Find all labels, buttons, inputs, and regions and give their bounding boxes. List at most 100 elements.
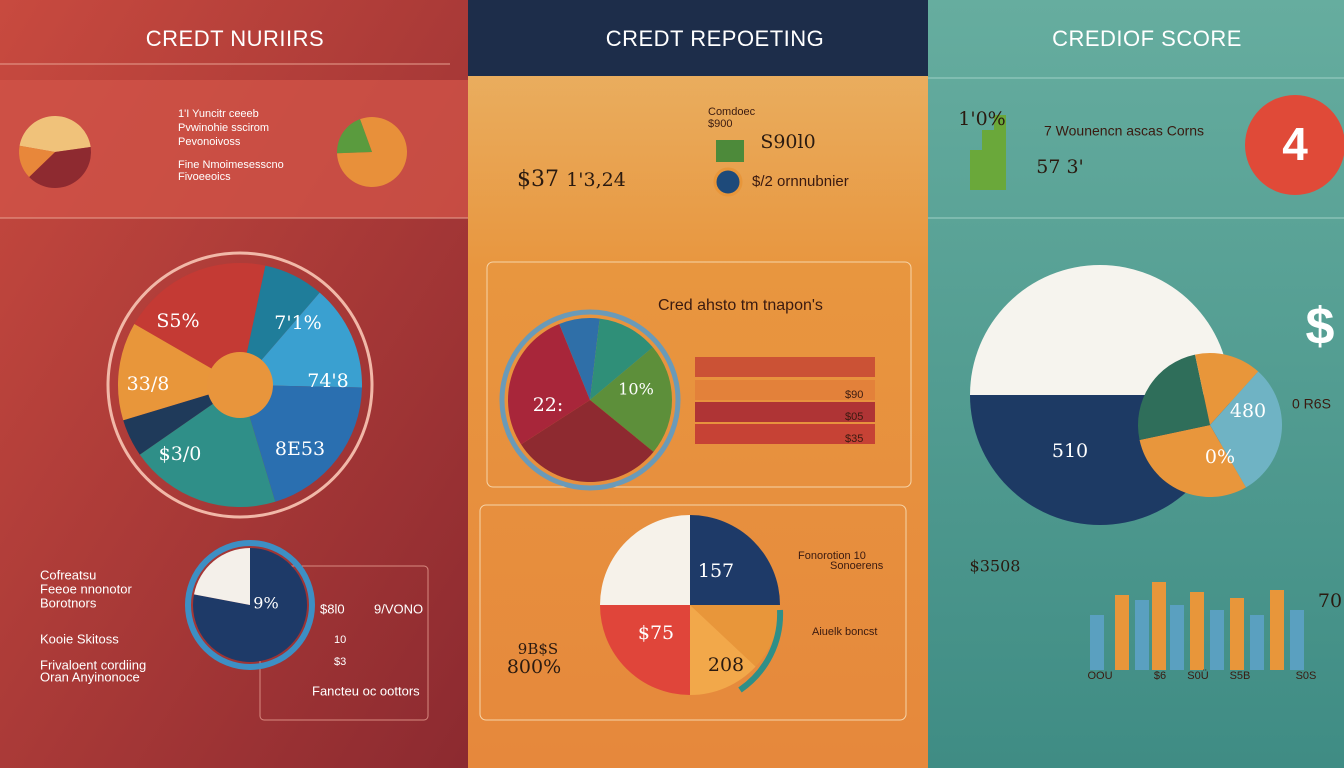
note: Fivoeeoics [178, 171, 231, 183]
arc [738, 609, 784, 693]
note: 9/VONO [374, 601, 423, 616]
panel-title: CREDT NURIIRS [146, 26, 324, 51]
pie-label: $75 [638, 622, 674, 644]
bar [1170, 605, 1184, 670]
note: Pvwinohie sscirom [178, 122, 269, 134]
pie-slice [600, 605, 690, 695]
bar [970, 150, 982, 190]
bar [1135, 600, 1149, 670]
figure: 800% [507, 656, 561, 678]
pie-label: S5% [156, 310, 199, 332]
pie-slice [19, 115, 91, 152]
note: $3 [334, 656, 346, 668]
pie-slice [337, 119, 372, 154]
bar [982, 130, 994, 190]
pie-label: 74'8 [307, 370, 349, 392]
note: Aiuelk boncst [812, 626, 877, 638]
side-note: Oran Anyinonoce [40, 669, 140, 684]
note: Comdoec [708, 106, 756, 118]
bar [1190, 592, 1204, 670]
note: Fancteu oc oottors [312, 683, 420, 698]
note: 0 R6S [1292, 396, 1331, 412]
pie-slice [240, 265, 320, 385]
note: $8l0 [320, 601, 345, 616]
pie-slice [337, 116, 408, 187]
panel-title: CREDT REPOETING [606, 26, 825, 51]
bar-label: S0S [1296, 670, 1317, 682]
bar [1210, 610, 1224, 670]
marker [716, 140, 744, 162]
score-badge: 4 [1282, 118, 1308, 170]
pie-slice [240, 385, 362, 502]
table-cell: $90 [845, 389, 863, 401]
frame [479, 504, 907, 721]
side-note: Kooie Skitoss [40, 631, 119, 646]
pie-slice [1195, 353, 1259, 425]
bar [1270, 590, 1284, 670]
table-cell: $35 [845, 433, 863, 445]
table-cell: $05 [845, 411, 863, 423]
ring [185, 540, 315, 670]
bar-label: S0Ü [1187, 670, 1208, 682]
pie-slice [970, 265, 1100, 395]
table-row [695, 402, 875, 422]
pie-slice [19, 145, 55, 178]
bar [1230, 598, 1244, 670]
pie-slice [600, 515, 690, 605]
side-note: Cofreatsu [40, 567, 96, 582]
side-note: Borotnors [40, 595, 97, 610]
note: $/2 ornnubnier [752, 173, 849, 190]
bar [1152, 582, 1166, 670]
pie-slice [123, 385, 240, 455]
figure: $37 [517, 167, 559, 192]
figure: $3508 [970, 557, 1021, 576]
pie-label: 208 [708, 654, 744, 676]
pie-slice [690, 605, 756, 695]
bar [994, 115, 1006, 190]
side-note: Feeoe nnonotor [40, 581, 132, 596]
figure: 70 [1318, 590, 1342, 612]
pie-label: 480 [1230, 400, 1266, 422]
pie-slice [194, 548, 250, 605]
panel-title: CREDIOF SCORE [1052, 26, 1242, 51]
figure: 9B$S [518, 640, 558, 658]
marker [713, 167, 743, 197]
pie-slice [1139, 425, 1246, 497]
pie-label: 10% [618, 380, 654, 399]
ring [499, 309, 681, 491]
bar-label: S5B [1230, 670, 1251, 682]
note: Fine Nmoimesesscno [178, 159, 284, 171]
pie-slice [1137, 354, 1210, 440]
table-row [695, 357, 875, 377]
middle-header [468, 0, 928, 76]
pie-slice [590, 318, 653, 400]
pie-slice [590, 347, 672, 452]
pie-label: $3/0 [159, 443, 202, 465]
pie-label: 157 [698, 560, 734, 582]
bar-label: OOU [1087, 670, 1112, 682]
figure: S90l0 [760, 131, 815, 153]
pie-slice [1210, 371, 1282, 488]
pie-label: 9% [253, 594, 278, 613]
pie-slice [690, 515, 780, 605]
pie-slice [521, 400, 654, 483]
pie-label: 22: [533, 394, 564, 416]
table-row [695, 424, 875, 444]
note: 10 [334, 634, 346, 646]
note: 1'I Yuncitr ceeeb [178, 108, 259, 120]
ring [106, 251, 374, 519]
pie-label: 33/8 [127, 373, 170, 395]
bar [1115, 595, 1129, 670]
pie-center [207, 352, 273, 418]
note: $900 [708, 118, 732, 130]
bar [1290, 610, 1304, 670]
bar-label: $6 [1154, 670, 1166, 682]
chart-title: Cred ahsto tm tnapon's [658, 297, 823, 314]
dollar-sign: $ [1306, 298, 1335, 356]
figure: 1'3,24 [566, 169, 626, 191]
pie-slice [240, 292, 362, 388]
bar [1250, 615, 1264, 670]
note: 7 Wounencn ascas Corns [1044, 123, 1204, 139]
pie-label: 7'1% [274, 312, 321, 334]
